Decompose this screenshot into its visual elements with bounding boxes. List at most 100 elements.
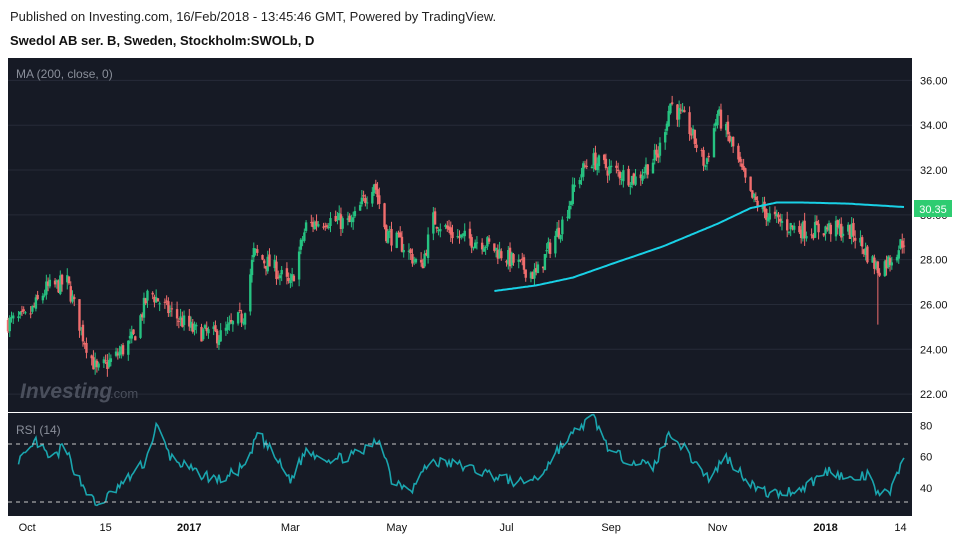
candle-body [718, 109, 721, 115]
candle-body [787, 231, 791, 233]
candle-body [193, 324, 196, 331]
time-tick-label: Sep [601, 522, 621, 534]
candle-body [555, 228, 559, 237]
candle-body [646, 164, 649, 175]
candle-body [66, 275, 69, 283]
candle-body [217, 339, 221, 345]
candle-body [639, 174, 642, 179]
time-tick-label: 14 [894, 522, 906, 534]
candle-body [765, 209, 768, 220]
published-info: Published on Investing.com, 16/Feb/2018 … [10, 9, 497, 24]
candle-body [897, 250, 900, 259]
candle-body [508, 247, 512, 267]
ma200-line [494, 201, 905, 292]
candle-body [386, 231, 390, 243]
candle-body [350, 219, 353, 222]
candle-body [852, 222, 855, 236]
candle-body [519, 259, 522, 261]
candle-body [34, 297, 38, 309]
price-tick-label: 36.00 [920, 75, 948, 87]
candle-body [901, 240, 904, 248]
candle-body [102, 359, 106, 364]
candle-body [69, 286, 72, 302]
time-tick-label: 15 [99, 522, 111, 534]
price-tick-label: 26.00 [920, 299, 948, 311]
candle-body [592, 153, 595, 166]
candle-body [329, 218, 332, 226]
candle-body [676, 104, 679, 120]
candle-body [836, 220, 839, 228]
candle-body [256, 249, 259, 253]
candle-body [182, 315, 186, 326]
candle-body [883, 261, 887, 277]
candle-body [670, 102, 674, 104]
candle-body [207, 329, 210, 334]
last-price-value: 30.35 [919, 204, 947, 216]
candle-body [606, 170, 609, 176]
candle-body [59, 275, 62, 294]
candle-body [480, 242, 484, 250]
candle-body [740, 163, 744, 167]
candle-body [92, 357, 95, 370]
candle-body [383, 203, 386, 228]
candle-body [805, 236, 808, 239]
time-tick-label: Mar [281, 522, 300, 534]
time-tick-label: Nov [708, 522, 728, 534]
candle-body [798, 226, 801, 233]
time-tick-label: Jul [500, 522, 514, 534]
candle-body [181, 317, 184, 327]
candle-body [595, 163, 599, 171]
candle-body [761, 204, 765, 210]
candle-body [43, 294, 46, 296]
candle-body [632, 173, 636, 184]
candle-body [67, 276, 71, 284]
candle-body [571, 184, 574, 204]
candle-body [693, 129, 697, 145]
rsi-tick-label: 40 [920, 483, 932, 495]
candle-body [799, 229, 803, 239]
candle-body [583, 165, 587, 167]
candle-body [874, 262, 878, 269]
candle-body [390, 228, 393, 246]
candle-body [629, 185, 632, 187]
candle-body [12, 315, 15, 319]
candle-body [163, 301, 167, 303]
ma-indicator-label: MA (200, close, 0) [16, 67, 113, 81]
candle-body [446, 225, 449, 229]
price-tick-label: 24.00 [920, 344, 948, 356]
candle-body [822, 233, 826, 236]
candle-body [578, 180, 581, 185]
candle-body [202, 329, 205, 340]
candle-body [695, 144, 698, 148]
candle-body [315, 221, 318, 226]
candle-body [224, 327, 228, 331]
candle-body [724, 124, 728, 131]
candle-body [32, 305, 36, 307]
candle-body [388, 230, 391, 233]
candle-body [19, 311, 22, 315]
candle-body [876, 261, 880, 274]
candle-body [608, 166, 611, 174]
candle-body [768, 213, 771, 220]
candle-body [360, 197, 364, 205]
candle-body [752, 193, 756, 198]
candle-body [545, 250, 548, 252]
candle-body [524, 269, 527, 278]
candle-body [252, 248, 255, 258]
candle-body [57, 280, 60, 293]
candle-body [667, 110, 670, 127]
candle-body [311, 221, 315, 228]
candle-body [510, 252, 513, 266]
candle-body [522, 257, 526, 270]
candle-body [378, 195, 381, 204]
candle-body [643, 171, 646, 174]
candle-body [473, 242, 477, 249]
candle-body [261, 255, 264, 260]
candle-body [728, 135, 731, 142]
candle-body [630, 175, 634, 185]
candle-body [463, 230, 466, 237]
candle-body [118, 351, 121, 356]
candle-body [273, 259, 276, 269]
candle-body [22, 309, 25, 312]
